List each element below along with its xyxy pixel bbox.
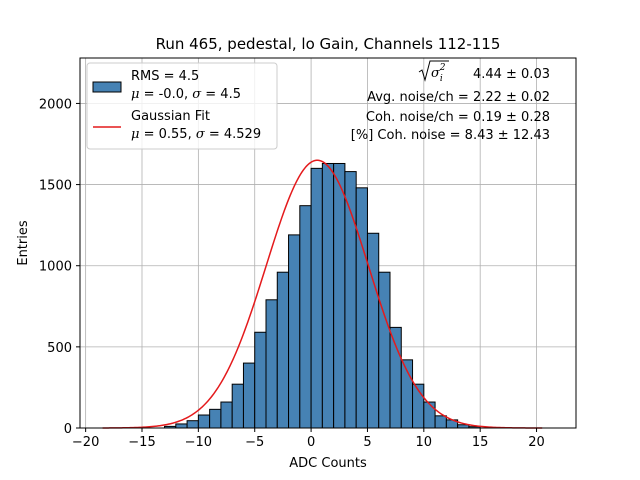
sqrt-symbol [418,60,449,82]
histogram-bar [434,415,447,429]
gaussian-fit-curve [102,159,543,429]
y-tick-label: 0 [64,422,72,437]
histogram-bar [209,408,222,429]
histogram-bar [310,167,323,429]
sigma-squared-symbol: σi2 [431,63,446,84]
x-tick-label: −15 [128,435,155,450]
histogram-bars [164,162,481,429]
legend-histogram-swatch [92,81,122,93]
noise-annotations: σi2 4.44 ± 0.03 Avg. noise/ch = 2.22 ± 0… [351,60,550,143]
histogram-bar [333,162,346,429]
histogram-bar [242,362,256,429]
x-tick-label: 0 [307,435,315,450]
x-axis-label: ADC Counts [289,456,367,471]
histogram-bar [299,205,312,429]
histogram-bar [186,420,199,429]
histogram-bar [355,187,368,429]
chart-title: Run 465, pedestal, lo Gain, Channels 112… [156,35,501,53]
histogram-bar [288,234,301,429]
histogram-bar [276,271,290,429]
legend-histogram-stats: μ = -0.0, σ = 4.5 [131,87,241,102]
legend: RMS = 4.5 μ = -0.0, σ = 4.5 Gaussian Fit… [86,62,278,150]
histogram-bar [254,331,267,429]
histogram-bar [321,162,335,429]
legend-box [86,62,278,150]
histogram-bar [423,401,436,429]
histogram-bar [175,423,188,429]
plot-frame [79,57,577,429]
legend-histogram-label: RMS = 4.5 [131,69,199,84]
x-tick-label: 20 [528,435,545,450]
coh-noise-annotation: Coh. noise/ch = 0.19 ± 0.28 [366,110,550,125]
y-tick-label: 1000 [39,260,72,275]
histogram-bar [389,326,402,429]
x-tick-label: 5 [363,435,371,450]
x-tick-label: −10 [185,435,212,450]
avg-noise-annotation: Avg. noise/ch = 2.22 ± 0.02 [367,90,550,105]
histogram-bar [231,383,244,429]
pct-coh-noise-annotation: [%] Coh. noise = 8.43 ± 12.43 [351,128,550,143]
y-axis-label: Entries [16,220,31,266]
y-tick-label: 2000 [39,97,72,112]
y-tick-label: 1500 [39,179,72,194]
y-tick-label: 500 [47,341,72,356]
histogram-bar [378,271,391,429]
legend-fit-stats: μ = 0.55, σ = 4.529 [131,127,261,142]
x-tick-label: 15 [472,435,489,450]
x-tick-label: −5 [245,435,264,450]
histogram-bar [265,299,278,429]
histogram-bar [220,401,233,429]
histogram-bar [197,414,211,429]
x-tick-label: 10 [416,435,433,450]
legend-fit-label: Gaussian Fit [131,109,210,124]
axis-ticks: −20 −15 −10 −5 0 5 10 15 20 0 500 1000 1500 2000 [39,97,545,450]
sigma-value-annotation: 4.44 ± 0.03 [473,67,550,82]
x-tick-label: −20 [72,435,99,450]
histogram-bar [366,232,380,429]
